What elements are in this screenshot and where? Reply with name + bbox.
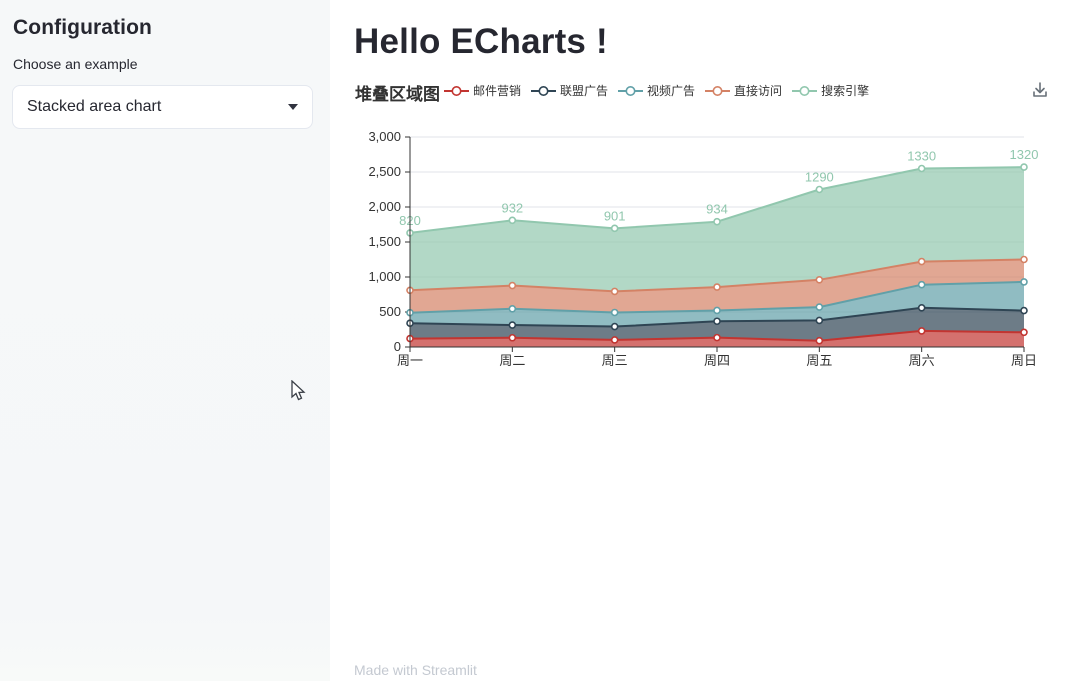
legend-label: 联盟广告 <box>560 84 609 98</box>
example-select-value: Stacked area chart <box>27 98 162 115</box>
data-point-marker[interactable] <box>508 281 517 290</box>
data-point-marker[interactable] <box>1020 328 1028 337</box>
stacked-area-chart: 堆叠区域图 邮件营销 联盟广告 视频广告 直接访问 搜索引擎 0 500 1,000 1,50… <box>354 75 1054 385</box>
page-title: Hello ECharts ! <box>354 22 608 61</box>
choose-example-label: Choose an example <box>13 56 138 72</box>
legend-item[interactable]: 联盟广告 <box>531 82 608 99</box>
data-point-marker[interactable] <box>1020 278 1028 286</box>
data-label: 934 <box>706 202 728 217</box>
chart-title: 堆叠区域图 <box>355 85 440 104</box>
data-label: 1330 <box>907 149 936 164</box>
caret-down-icon <box>288 104 298 110</box>
y-axis-label: 1,500 <box>368 234 401 249</box>
data-label: 932 <box>501 200 523 215</box>
data-point-marker[interactable] <box>610 322 619 331</box>
x-axis-label: 周三 <box>602 353 628 368</box>
data-point-marker[interactable] <box>815 185 824 194</box>
y-axis-label: 1,000 <box>368 269 401 284</box>
data-point-marker[interactable] <box>815 303 824 311</box>
y-axis-label: 2,500 <box>368 164 401 179</box>
data-point-marker[interactable] <box>917 304 926 312</box>
data-point-marker[interactable] <box>713 317 721 326</box>
area-band <box>410 259 1024 313</box>
area-band <box>410 167 1024 292</box>
data-point-marker[interactable] <box>508 333 517 342</box>
data-point-marker[interactable] <box>1020 306 1028 315</box>
data-point-marker[interactable] <box>713 333 721 342</box>
chart-legend: 邮件营销 联盟广告 视频广告 直接访问 搜索引擎 <box>444 82 869 99</box>
legend-item[interactable]: 直接访问 <box>705 82 782 99</box>
data-point-marker[interactable] <box>1020 255 1028 264</box>
sidebar: Configuration Choose an example Stacked … <box>0 0 330 681</box>
data-point-marker[interactable] <box>610 308 619 317</box>
data-point-marker[interactable] <box>713 306 721 315</box>
legend-label: 邮件营销 <box>473 84 522 98</box>
data-point-marker[interactable] <box>917 164 926 173</box>
legend-label: 直接访问 <box>734 84 783 98</box>
legend-line-marker-icon <box>444 85 469 96</box>
y-axis-label: 500 <box>379 304 401 319</box>
data-point-marker[interactable] <box>610 336 619 344</box>
y-axis-label: 2,000 <box>368 199 401 214</box>
data-point-marker[interactable] <box>917 327 926 335</box>
download-icon[interactable] <box>1030 80 1050 100</box>
data-point-marker[interactable] <box>917 280 926 289</box>
sidebar-title: Configuration <box>13 16 152 39</box>
y-axis-label: 0 <box>394 339 401 354</box>
x-axis-label: 周二 <box>499 353 525 368</box>
data-point-marker[interactable] <box>815 336 824 345</box>
x-axis-label: 周五 <box>806 353 832 368</box>
data-point-marker[interactable] <box>508 216 517 225</box>
legend-label: 视频广告 <box>647 84 696 98</box>
y-axis-label: 3,000 <box>368 129 401 144</box>
made-with-streamlit: Made with Streamlit <box>354 662 477 678</box>
area-band <box>410 281 1024 327</box>
data-point-marker[interactable] <box>508 304 517 313</box>
legend-item[interactable]: 视频广告 <box>618 82 695 99</box>
x-axis-label: 周四 <box>704 353 730 368</box>
legend-label: 搜索引擎 <box>821 84 870 98</box>
data-label: 901 <box>604 208 626 223</box>
data-point-marker[interactable] <box>917 257 926 266</box>
legend-item[interactable]: 邮件营销 <box>444 82 521 99</box>
x-axis-label: 周日 <box>1011 353 1037 368</box>
x-axis-label: 周一 <box>397 353 423 368</box>
legend-line-marker-icon <box>618 85 644 96</box>
data-point-marker[interactable] <box>508 321 517 329</box>
data-point-marker[interactable] <box>610 287 619 296</box>
legend-line-marker-icon <box>705 85 731 96</box>
data-point-marker[interactable] <box>713 283 721 291</box>
legend-line-marker-icon <box>531 85 557 96</box>
data-point-marker[interactable] <box>815 276 824 284</box>
x-axis-label: 周六 <box>909 353 935 368</box>
data-point-marker[interactable] <box>815 316 824 325</box>
legend-line-marker-icon <box>792 85 818 96</box>
main-content: Hello ECharts ! 堆叠区域图 邮件营销 联盟广告 视频广告 直接访问 搜索… <box>330 0 1072 681</box>
data-point-marker[interactable] <box>610 224 619 233</box>
example-select[interactable]: Stacked area chart <box>12 85 313 129</box>
data-point-marker[interactable] <box>1020 163 1028 171</box>
data-label: 1290 <box>805 170 834 185</box>
legend-item[interactable]: 搜索引擎 <box>792 82 869 99</box>
data-point-marker[interactable] <box>713 217 721 226</box>
data-label: 1320 <box>1010 147 1039 162</box>
